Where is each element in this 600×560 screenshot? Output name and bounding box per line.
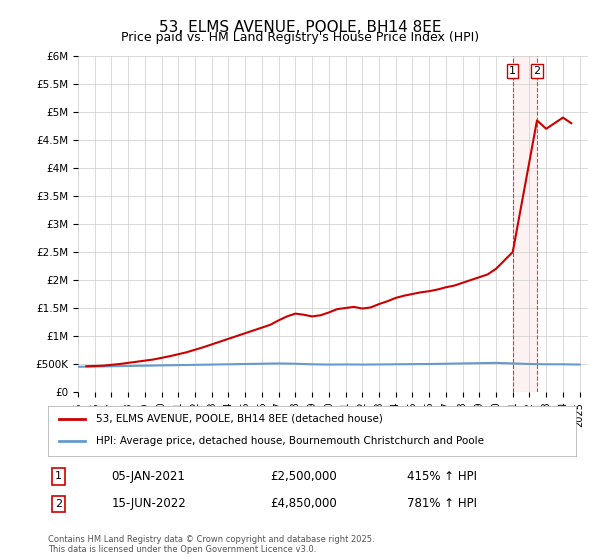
Text: 2: 2 — [533, 66, 541, 76]
Text: HPI: Average price, detached house, Bournemouth Christchurch and Poole: HPI: Average price, detached house, Bour… — [95, 436, 484, 446]
Text: 53, ELMS AVENUE, POOLE, BH14 8EE: 53, ELMS AVENUE, POOLE, BH14 8EE — [159, 20, 441, 35]
Text: 781% ↑ HPI: 781% ↑ HPI — [407, 497, 477, 510]
Bar — [513, 56, 537, 392]
Text: Contains HM Land Registry data © Crown copyright and database right 2025.
This d: Contains HM Land Registry data © Crown c… — [48, 535, 374, 554]
Text: Price paid vs. HM Land Registry's House Price Index (HPI): Price paid vs. HM Land Registry's House … — [121, 31, 479, 44]
Text: 1: 1 — [55, 471, 62, 481]
Text: 1: 1 — [509, 66, 516, 76]
Text: 15-JUN-2022: 15-JUN-2022 — [112, 497, 186, 510]
Text: 2: 2 — [55, 499, 62, 509]
Text: £4,850,000: £4,850,000 — [270, 497, 337, 510]
Text: 415% ↑ HPI: 415% ↑ HPI — [407, 470, 477, 483]
Text: 53, ELMS AVENUE, POOLE, BH14 8EE (detached house): 53, ELMS AVENUE, POOLE, BH14 8EE (detach… — [95, 414, 382, 423]
Text: £2,500,000: £2,500,000 — [270, 470, 337, 483]
Text: 05-JAN-2021: 05-JAN-2021 — [112, 470, 185, 483]
